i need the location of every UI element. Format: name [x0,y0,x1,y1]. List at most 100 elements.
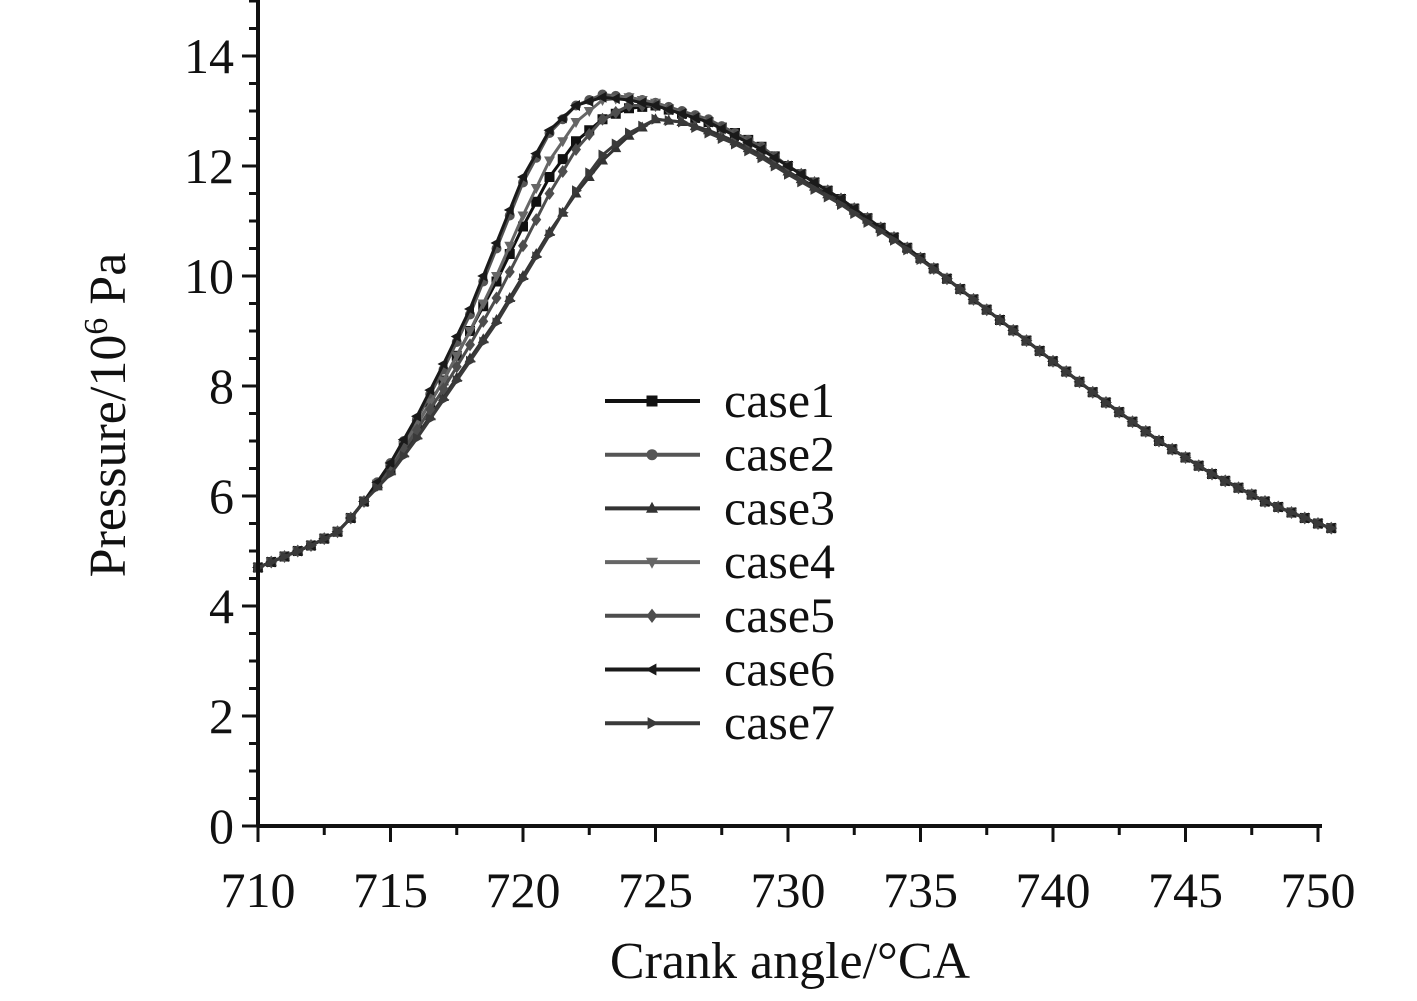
case7-point [320,533,331,545]
case7-point [1062,366,1073,378]
legend-item-case6: case6 [605,641,835,697]
case7-point [810,183,821,195]
legend-label: case7 [724,694,835,750]
legend-label: case5 [724,587,835,643]
case7-point [1009,324,1020,336]
case1-point [571,136,581,147]
case7-point [625,127,635,139]
case7-point [505,295,516,307]
case5-point [544,187,555,200]
legend-item-case3: case3 [605,479,835,535]
case4-point [544,156,555,167]
x-tick-label: 715 [353,862,428,918]
x-axis-title: Crank angle/°CA [610,933,971,990]
case7-point [890,234,900,246]
legend-item-case2: case2 [605,426,835,482]
case7-point [863,216,874,228]
case4-point [491,272,502,282]
case5-point [465,338,475,352]
case4-point [570,118,582,128]
case7-point [982,304,993,316]
case1-point [518,221,528,232]
case7-point [943,273,953,285]
case7-point [797,176,808,188]
case4-point [557,137,569,148]
series-layer [252,89,1338,574]
case7-point [598,149,609,161]
case7-point [823,191,834,203]
case6-point [649,100,660,111]
case6-point [570,100,580,111]
case6-point [477,270,488,282]
case6-point [821,185,832,197]
case7-point [929,263,940,275]
case7-point [1261,496,1271,507]
case6-point [583,95,594,107]
case7-point [1075,376,1086,388]
case7-point [426,413,437,425]
case7-point [757,152,768,164]
case1-point [531,196,542,207]
case7-point [585,167,596,179]
y-axis-title-prefix: Pressure/10 [80,335,137,578]
legend-item-case7: case7 [605,694,835,750]
case3-point [597,154,608,165]
case5-point [438,382,449,396]
case6-point [503,204,514,216]
case6-point [450,331,461,342]
x-tick-label: 750 [1281,862,1356,918]
legend-swatch-marker [646,449,658,461]
y-tick-label: 0 [209,798,234,854]
case7-point [307,540,317,551]
case7-point [1327,522,1338,534]
legend-item-case5: case5 [605,587,835,643]
case6-point [437,358,448,370]
x-tick-label: 740 [1016,862,1091,918]
legend-label: case2 [724,426,835,482]
case7-point [770,160,781,172]
legend-label: case1 [724,372,835,428]
case7-point [1181,452,1192,463]
case6-point [609,93,620,105]
case7-point [1168,443,1179,455]
case6-point [795,168,806,180]
case6-point [596,91,607,103]
case7-point [717,133,728,144]
case6-point [636,97,647,109]
case5-point [491,291,502,305]
case4-point [438,376,449,387]
case7-point [651,113,662,125]
case7-point [1141,425,1152,437]
case7-point [1314,518,1324,529]
case6-point [397,434,408,446]
case5-point [504,265,515,279]
y-axis-title-superscript: 6 [78,318,115,335]
case6-point [689,112,700,124]
case7-point [293,545,304,557]
case7-point [346,512,357,524]
case6-point [715,123,726,135]
case6-point [623,94,633,106]
case7-point [360,496,370,507]
case6-point [384,457,395,469]
case6-point [517,171,527,183]
case6-point [702,116,713,128]
legend-label: case4 [724,533,835,589]
case6-point [490,237,501,249]
case7-point [1300,512,1311,524]
case4-point [530,184,542,194]
x-tick-label: 725 [618,862,693,918]
case6-point [729,130,739,142]
case7-point [1221,475,1232,487]
y-tick-label: 8 [209,358,234,414]
y-tick-label: 6 [209,468,234,524]
legend-item-case1: case1 [605,372,835,428]
case6-point [411,410,421,422]
case7-point [1194,460,1205,472]
case7-point [1208,468,1218,480]
case7-point [1115,406,1126,418]
x-tick-label: 720 [486,862,561,918]
case7-point [333,526,344,538]
case6-point [755,144,766,155]
